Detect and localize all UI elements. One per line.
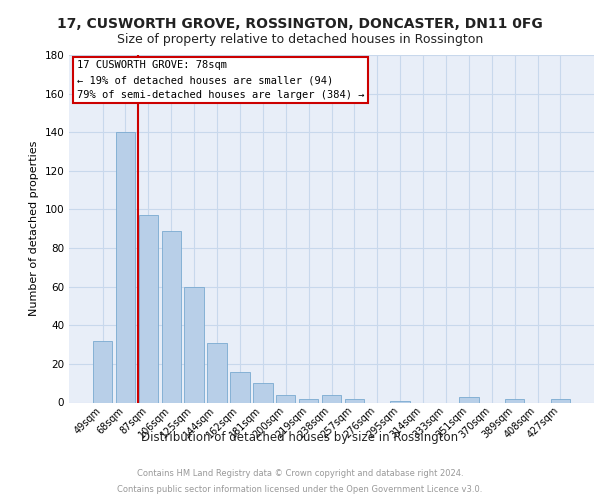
Text: Contains public sector information licensed under the Open Government Licence v3: Contains public sector information licen… [118, 484, 482, 494]
Text: Distribution of detached houses by size in Rossington: Distribution of detached houses by size … [142, 431, 458, 444]
Bar [184, 286, 204, 403]
Text: 17 CUSWORTH GROVE: 78sqm
← 19% of detached houses are smaller (94)
79% of semi-d: 17 CUSWORTH GROVE: 78sqm ← 19% of detach… [77, 60, 364, 100]
Bar [230, 372, 250, 402]
Bar [139, 215, 158, 402]
Bar [459, 396, 479, 402]
Bar [391, 400, 410, 402]
Text: Contains HM Land Registry data © Crown copyright and database right 2024.: Contains HM Land Registry data © Crown c… [137, 470, 463, 478]
Text: 17, CUSWORTH GROVE, ROSSINGTON, DONCASTER, DN11 0FG: 17, CUSWORTH GROVE, ROSSINGTON, DONCASTE… [57, 18, 543, 32]
Bar [93, 340, 112, 402]
Bar [299, 398, 319, 402]
Bar [276, 395, 295, 402]
Bar [322, 395, 341, 402]
Bar [253, 383, 272, 402]
Bar [208, 342, 227, 402]
Bar [344, 398, 364, 402]
Bar [505, 398, 524, 402]
Bar [161, 230, 181, 402]
Bar [551, 398, 570, 402]
Y-axis label: Number of detached properties: Number of detached properties [29, 141, 39, 316]
Bar [116, 132, 135, 402]
Text: Size of property relative to detached houses in Rossington: Size of property relative to detached ho… [117, 32, 483, 46]
